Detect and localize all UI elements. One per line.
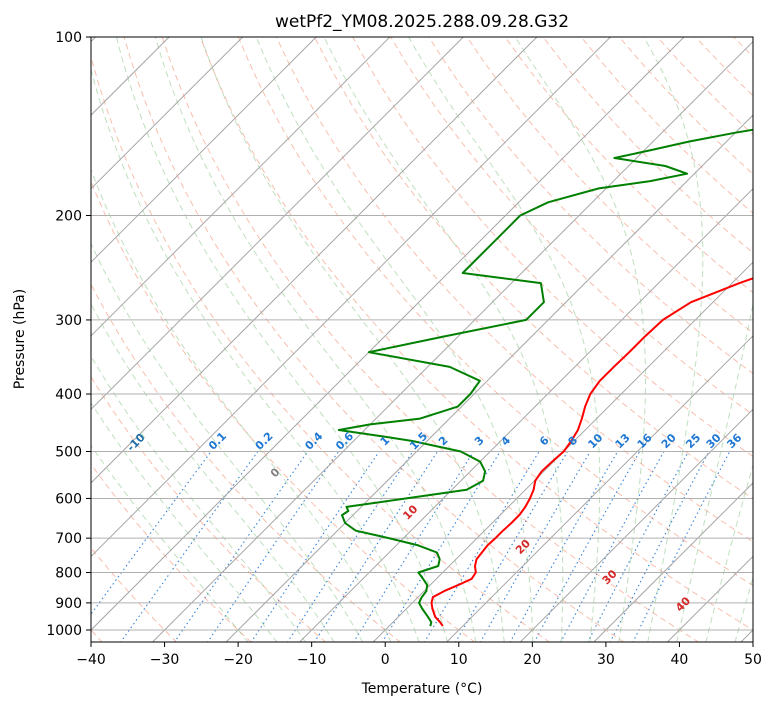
- x-tick-label: 0: [381, 652, 390, 668]
- dewpoint-profile-line: [337, 128, 753, 627]
- isotherm-line: [446, 335, 753, 642]
- x-tick-label: −30: [150, 652, 180, 668]
- moist-adiabat-line: [643, 37, 704, 642]
- mixing-ratio-line: [313, 451, 439, 642]
- y-tick-label: 400: [55, 387, 82, 403]
- isotherm-line: [225, 114, 753, 642]
- moist-adiabat-line: [91, 355, 307, 642]
- moist-adiabat-line: [705, 463, 753, 642]
- x-tick-label: 40: [671, 652, 689, 668]
- dry-adiabat-line: [275, 37, 753, 543]
- moist-adiabat-line: [323, 37, 564, 642]
- x-axis-ticks: −40 −30 −20 −10 0 10 20 30 40 50: [76, 642, 762, 668]
- isotherm-line: [593, 482, 753, 642]
- mixing-ratio-lines: [91, 451, 731, 642]
- y-tick-label: 500: [55, 444, 82, 460]
- x-axis-label: Temperature (°C): [361, 681, 483, 697]
- mixing-ratio-line: [173, 451, 309, 642]
- moist-adiabat-line: [676, 301, 753, 642]
- dry-adiabat-line: [199, 37, 753, 631]
- mixing-ratio-line: [455, 451, 569, 642]
- isotherm-line: [91, 37, 464, 411]
- y-tick-label: 1000: [46, 623, 82, 639]
- y-tick-label: 700: [55, 531, 82, 547]
- temperature-profile-line: [430, 277, 753, 627]
- moist-adiabat-line: [91, 401, 278, 642]
- x-tick-label: −40: [76, 652, 106, 668]
- mixing-ratio-line: [206, 451, 340, 642]
- x-tick-label: 30: [597, 652, 615, 668]
- x-tick-label: −20: [223, 652, 253, 668]
- isotherm-line: [91, 37, 685, 631]
- moist-adiabat-line: [255, 37, 534, 642]
- isotherm-line: [91, 37, 538, 484]
- y-tick-label: 200: [55, 209, 82, 225]
- chart-title: wetPf2_YM08.2025.288.09.28.G32: [275, 12, 569, 32]
- isotherm-line: [91, 37, 611, 558]
- plot-area: [91, 37, 753, 642]
- dry-adiabat-line: [161, 37, 700, 642]
- isotherm-line: [519, 408, 753, 642]
- sounding-series: [337, 128, 753, 627]
- dry-adiabat-line: [91, 376, 327, 642]
- plot-frame: [90, 36, 754, 643]
- isotherm-line: [91, 37, 391, 337]
- mixing-ratio-line: [587, 451, 689, 642]
- mixing-ratio-line: [250, 451, 380, 642]
- x-tick-label: 50: [744, 652, 762, 668]
- dry-adiabat-line: [91, 463, 252, 642]
- y-tick-label: 100: [55, 30, 82, 46]
- moist-adiabat-line: [91, 303, 335, 642]
- moist-adiabat-line: [408, 37, 601, 642]
- moist-adiabat-line: [116, 37, 448, 642]
- y-tick-label: 800: [55, 566, 82, 582]
- y-axis-label: Pressure (hPa): [12, 289, 28, 389]
- isobar-gridlines: [91, 37, 753, 631]
- moist-adiabat-lines: [91, 37, 753, 642]
- isotherm-line: [91, 37, 244, 190]
- moist-adiabat-line: [514, 37, 646, 642]
- y-tick-label: 300: [55, 313, 82, 329]
- moist-adiabat-line: [200, 37, 505, 642]
- moist-adiabat-line: [91, 168, 392, 642]
- isotherm-line: [91, 37, 317, 263]
- moist-adiabat-line: [91, 67, 420, 642]
- mixing-ratio-line: [353, 451, 475, 642]
- mixing-ratio-line: [287, 451, 414, 642]
- moist-adiabat-line: [734, 575, 753, 642]
- y-tick-label: 900: [55, 596, 82, 612]
- moist-adiabat-line: [91, 444, 249, 642]
- y-axis-ticks: 100 200 300 400 500 600 700 800 900 1000: [46, 30, 91, 639]
- mixing-ratio-line: [560, 451, 665, 642]
- isotherm-line: [151, 40, 753, 642]
- moist-adiabat-line: [91, 242, 364, 642]
- y-tick-label: 600: [55, 491, 82, 507]
- x-tick-label: 20: [523, 652, 541, 668]
- dry-adiabat-line: [237, 37, 753, 587]
- moist-adiabat-line: [154, 37, 477, 642]
- x-tick-label: −10: [297, 652, 327, 668]
- dry-adiabat-line: [91, 54, 551, 642]
- isotherm-lines: [91, 37, 753, 642]
- dry-adiabat-line: [314, 37, 753, 500]
- isotherm-line: [372, 261, 753, 642]
- x-tick-label: 10: [450, 652, 468, 668]
